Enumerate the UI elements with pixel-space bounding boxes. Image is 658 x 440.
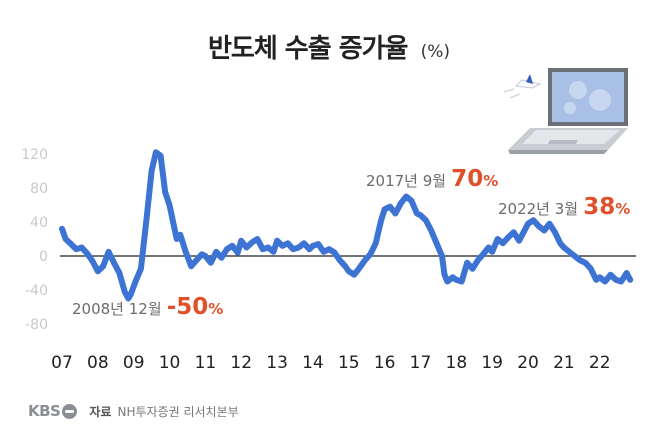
chart-title: 반도체 수출 증가율 (%) xyxy=(0,28,658,65)
x-tick-label: 16 xyxy=(374,353,396,373)
x-tick-label: 20 xyxy=(517,353,539,373)
x-tick-label: 12 xyxy=(230,353,252,373)
x-tick-label: 13 xyxy=(266,353,288,373)
x-tick-label: 11 xyxy=(195,353,217,373)
annotation-unit: % xyxy=(208,300,224,318)
x-axis-ticks: 07 08 09 10 11 12 13 14 15 16 17 18 19 20 21 22 xyxy=(51,353,610,373)
annotation-value: -50 xyxy=(166,294,209,320)
annotation-value: 70 xyxy=(451,166,484,192)
annotation-value: 38 xyxy=(583,194,616,220)
y-tick-label: 0 xyxy=(39,249,48,265)
x-tick-label: 07 xyxy=(51,353,73,373)
x-tick-label: 19 xyxy=(481,353,503,373)
title-main: 반도체 수출 증가율 xyxy=(208,34,408,64)
x-tick-label: 15 xyxy=(338,353,360,373)
y-tick-label: 40 xyxy=(30,215,48,231)
source-text: NH투자증권 리서치본부 xyxy=(117,404,239,419)
laptop-icon xyxy=(503,68,628,154)
annotation-date: 2008년 12월 xyxy=(72,300,162,318)
kbs-logo: KBS xyxy=(28,402,61,420)
x-tick-label: 14 xyxy=(302,353,324,373)
annotation-date: 2022년 3월 xyxy=(498,200,579,218)
x-tick-label: 21 xyxy=(553,353,575,373)
x-tick-label: 18 xyxy=(446,353,468,373)
title-unit: (%) xyxy=(420,42,450,62)
x-tick-label: 08 xyxy=(87,353,109,373)
footer: KBS 자료 NH투자증권 리서치본부 xyxy=(28,402,239,420)
annotation-2017: 2017년 9월 70% xyxy=(366,166,498,192)
annotation-2008: 2008년 12월 -50% xyxy=(72,294,223,320)
annotation-unit: % xyxy=(615,200,631,218)
x-tick-label: 10 xyxy=(159,353,181,373)
series-line xyxy=(59,149,634,302)
annotation-2022: 2022년 3월 38% xyxy=(498,194,630,220)
annotation-unit: % xyxy=(483,172,499,190)
y-tick-label: -80 xyxy=(25,317,48,333)
y-tick-label: 120 xyxy=(21,147,48,163)
x-tick-label: 09 xyxy=(123,353,145,373)
kbs-logo-icon xyxy=(62,403,78,419)
x-tick-label: 22 xyxy=(589,353,611,373)
x-tick-label: 17 xyxy=(410,353,432,373)
y-tick-label: -40 xyxy=(25,283,48,299)
annotation-date: 2017년 9월 xyxy=(366,172,447,190)
y-tick-label: 80 xyxy=(30,181,48,197)
y-axis-ticks: 120 80 40 0 -40 -80 xyxy=(21,147,48,333)
source-label: 자료 xyxy=(89,404,112,419)
